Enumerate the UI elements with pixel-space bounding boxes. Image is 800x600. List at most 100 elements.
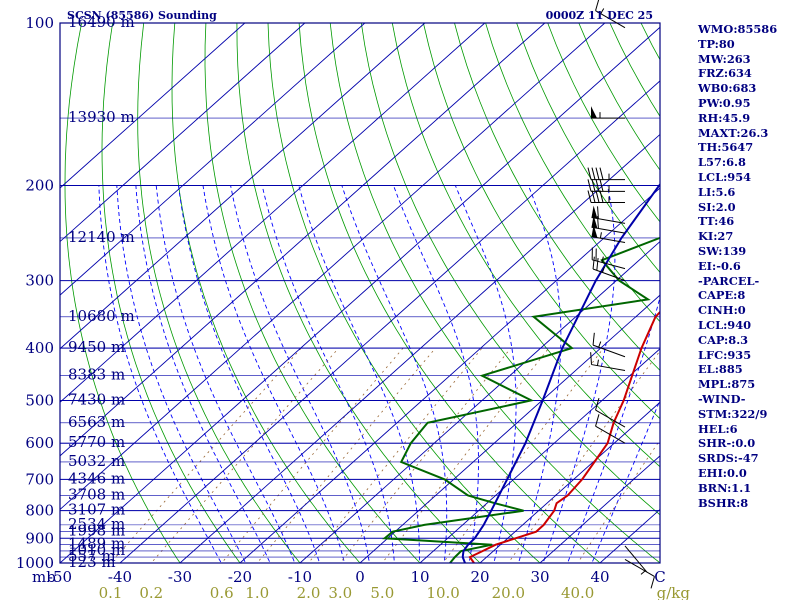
height-level-label: 557 m xyxy=(68,547,116,565)
dry-adiabat-line xyxy=(454,23,660,371)
isotherm-line xyxy=(419,348,660,563)
index-item: EL:885 xyxy=(698,362,743,377)
index-item: TT:46 xyxy=(698,214,735,229)
temperature-tick-label: 20 xyxy=(470,568,489,586)
wind-barb xyxy=(591,205,626,224)
isotherm-line xyxy=(119,80,660,563)
height-level-label: 7430 m xyxy=(68,390,125,408)
mixing-ratio-label: 5.0 xyxy=(370,584,394,600)
mixing-ratio-line xyxy=(221,347,404,563)
isotherm-line xyxy=(60,23,366,296)
index-item: -PARCEL- xyxy=(698,273,760,288)
index-item: SRDS:-47 xyxy=(698,451,759,466)
index-item: LCL:940 xyxy=(698,317,752,332)
profiles xyxy=(382,183,660,563)
wind-barb xyxy=(591,247,626,270)
temperature-tick-label: -10 xyxy=(288,568,312,586)
index-item: KI:27 xyxy=(698,229,734,244)
dry-adiabat-line xyxy=(101,23,241,563)
pressure-tick-label: 200 xyxy=(25,177,54,195)
moist-adiabat-line xyxy=(454,185,517,563)
moist-adiabat-line xyxy=(393,185,479,563)
moist-adiabat-line xyxy=(261,185,395,563)
pressure-tick-label: 700 xyxy=(25,470,54,488)
plot-frame xyxy=(59,22,661,564)
isotherm-line xyxy=(60,23,606,511)
dry-adiabat-line xyxy=(204,23,421,563)
mixing-ratio-line xyxy=(442,347,604,563)
index-item: CAPE:8 xyxy=(698,288,746,303)
isotherm-line xyxy=(60,23,486,403)
index-item: LFC:935 xyxy=(698,347,752,362)
height-level-label: 5770 m xyxy=(68,433,125,451)
wind-barb xyxy=(595,414,626,444)
dry-adiabat-line xyxy=(329,23,660,563)
mixing-ratio-line xyxy=(577,439,660,563)
index-item: TH:5647 xyxy=(698,140,754,155)
moist-adiabat-line xyxy=(178,185,321,563)
isotherm-line xyxy=(60,26,660,563)
temperature-tick-label: 0 xyxy=(355,568,365,586)
mixing-ratio-label: 3.0 xyxy=(328,584,352,600)
wind-barb xyxy=(592,256,626,282)
mixing-ratio-lines xyxy=(109,347,660,563)
pressure-tick-label: 800 xyxy=(25,502,54,520)
temperature-tick-label: 40 xyxy=(590,568,609,586)
wind-barb xyxy=(595,397,626,428)
wind-barb xyxy=(592,332,626,358)
index-item: CAP:8.3 xyxy=(698,332,749,347)
index-item: LCL:954 xyxy=(698,169,752,184)
moist-adiabat-line xyxy=(116,185,247,563)
height-level-label: 8383 m xyxy=(68,366,125,384)
temperature-profile xyxy=(468,310,660,563)
mixing-ratio-label: 40.0 xyxy=(561,584,594,600)
index-item: HEL:6 xyxy=(698,421,738,436)
index-item: CINH:0 xyxy=(698,303,746,318)
pressure-tick-label: 300 xyxy=(25,272,54,290)
moist-adiabat-line xyxy=(591,399,660,563)
isotherm-line xyxy=(60,23,246,189)
mixing-ratio-unit: g/kg xyxy=(657,584,691,600)
station-title: SCSN (85586) Sounding xyxy=(67,9,217,22)
temperature-tick-label: -40 xyxy=(108,568,132,586)
index-item: L57:6.8 xyxy=(698,155,746,170)
mixing-ratio-label: 2.0 xyxy=(297,584,321,600)
index-item: WMO:85586 xyxy=(698,22,778,36)
temperature-tick-label: -30 xyxy=(168,568,192,586)
mixing-ratio-label: 1.0 xyxy=(245,584,269,600)
mixing-ratio-line xyxy=(507,350,660,563)
isotherm-line xyxy=(479,401,660,563)
index-item: -WIND- xyxy=(698,391,746,406)
dry-adiabat-line xyxy=(64,23,181,563)
moist-adiabat-line xyxy=(518,185,562,563)
moist-adiabat-line xyxy=(135,185,271,563)
mixing-ratio-line xyxy=(381,347,550,563)
wind-barb xyxy=(587,167,625,181)
moist-adiabat-line xyxy=(155,185,296,563)
index-item: EI:-0.6 xyxy=(698,258,741,273)
mixing-ratio-label: 0.1 xyxy=(99,584,123,600)
wind-barb xyxy=(587,179,625,192)
temperature-tick-label: 10 xyxy=(410,568,429,586)
isotherm-line xyxy=(60,23,306,243)
index-item: MW:263 xyxy=(698,51,751,66)
height-level-label: 1489 m xyxy=(68,535,125,553)
pressure-tick-label: 400 xyxy=(25,339,54,357)
height-level-label: 1998 m xyxy=(68,522,125,540)
height-level-label: 13930 m xyxy=(68,108,135,126)
pressure-tick-label: 500 xyxy=(25,391,54,409)
moist-adiabat-line xyxy=(341,185,448,563)
wind-barb xyxy=(591,106,625,119)
dry-adiabat-line xyxy=(360,23,660,516)
height-level-label: 9450 m xyxy=(68,338,125,356)
index-item: LI:5.6 xyxy=(698,184,736,199)
pressure-tick-label: 600 xyxy=(25,434,54,452)
moist-adiabat-line xyxy=(202,185,345,563)
index-item: SHR-:0.0 xyxy=(698,436,756,451)
height-level-label: 10680 m xyxy=(68,307,135,325)
pressure-tick-label: 900 xyxy=(25,529,54,547)
mixing-ratio-label: 0.2 xyxy=(139,584,163,600)
index-item: FRZ:634 xyxy=(698,66,752,81)
